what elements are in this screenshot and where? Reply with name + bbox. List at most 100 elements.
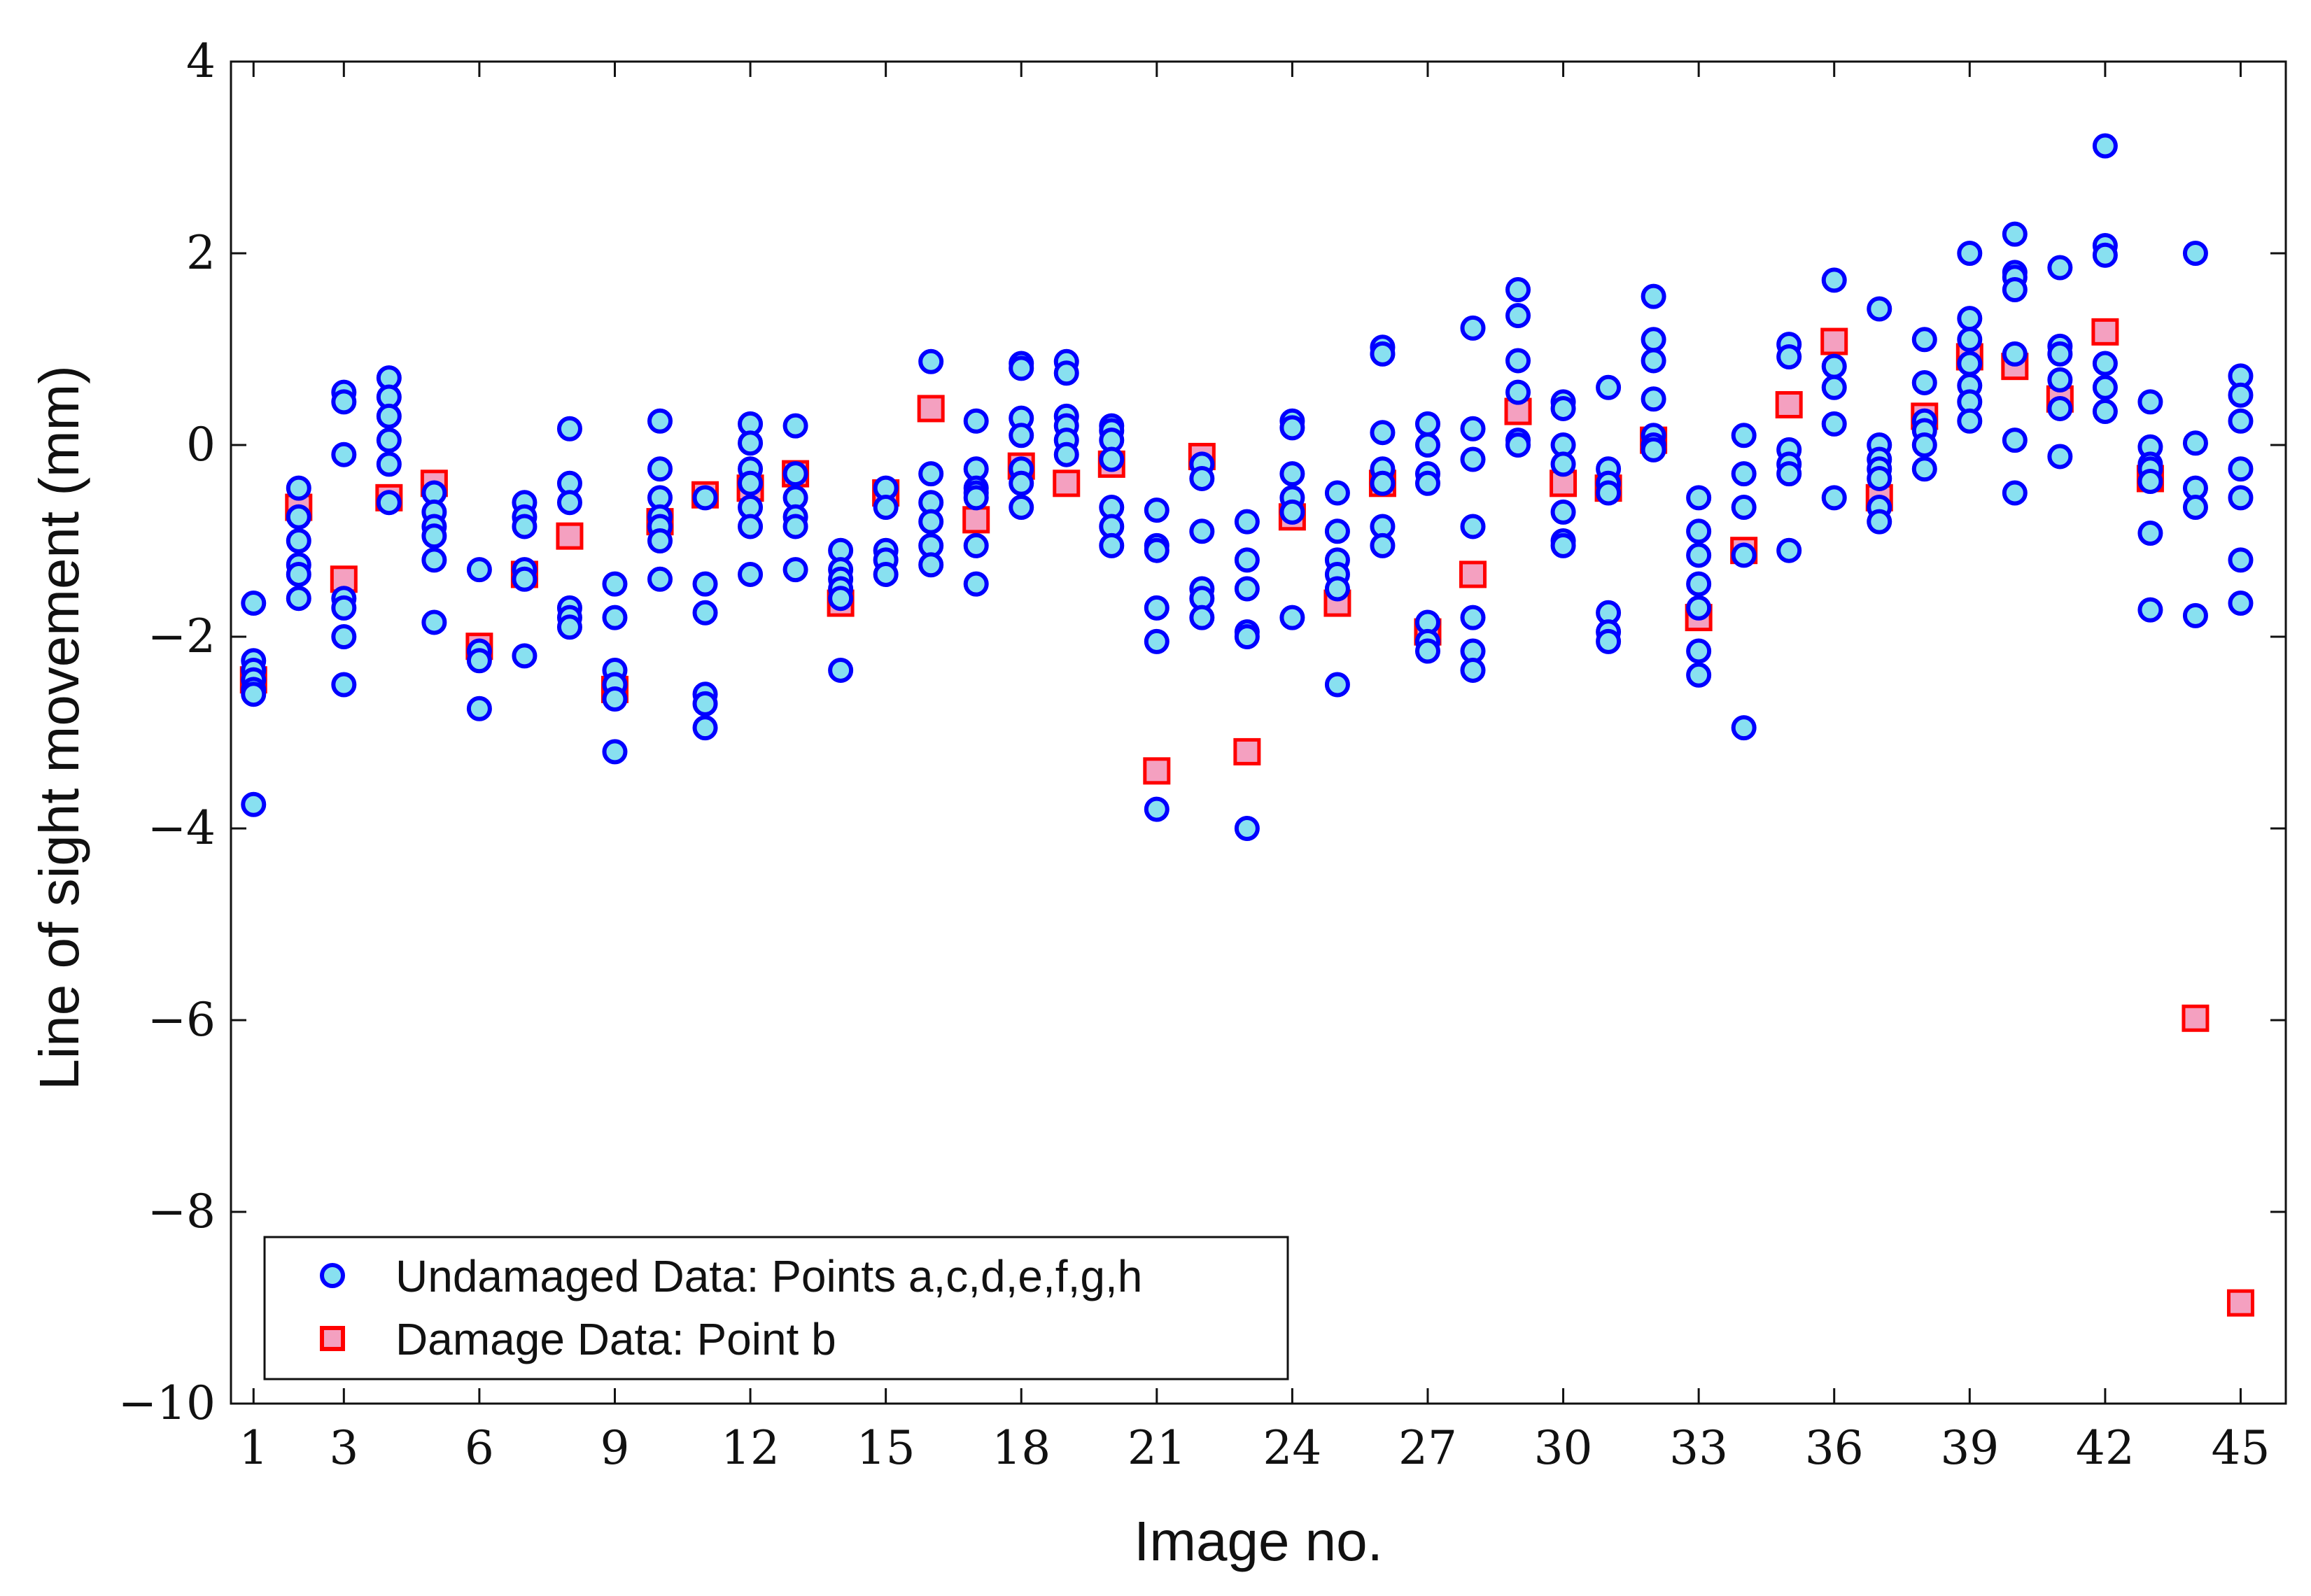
undamaged-point xyxy=(647,528,673,553)
y-tick-label: −8 xyxy=(148,1185,216,1238)
undamaged-point xyxy=(918,348,944,374)
undamaged-point xyxy=(1550,395,1576,421)
x-tick-label: 1 xyxy=(239,1421,268,1475)
undamaged-point xyxy=(963,485,989,511)
x-tick-label: 27 xyxy=(1398,1421,1457,1475)
undamaged-point xyxy=(1234,547,1260,573)
undamaged-point xyxy=(1911,369,1937,395)
undamaged-point xyxy=(873,561,899,587)
x-tick-label: 33 xyxy=(1669,1421,1728,1475)
undamaged-point xyxy=(1099,532,1125,558)
undamaged-point xyxy=(2092,242,2118,268)
undamaged-point xyxy=(738,470,764,496)
undamaged-point xyxy=(2002,428,2028,453)
undamaged-point xyxy=(602,686,628,712)
damage-point xyxy=(1053,469,1081,497)
undamaged-point xyxy=(1550,532,1576,558)
undamaged-point xyxy=(1957,327,1983,353)
damage-point xyxy=(962,506,990,534)
undamaged-point xyxy=(2047,367,2073,393)
undamaged-point xyxy=(1009,355,1034,381)
undamaged-point xyxy=(2228,382,2254,408)
undamaged-point xyxy=(1009,423,1034,449)
x-tick-label: 21 xyxy=(1128,1421,1186,1475)
damage-point xyxy=(2091,318,2119,346)
undamaged-point xyxy=(1099,446,1125,472)
undamaged-point xyxy=(647,456,673,482)
undamaged-point xyxy=(692,691,718,716)
x-tick-label: 12 xyxy=(721,1421,780,1475)
undamaged-point xyxy=(1911,456,1937,482)
y-tick-label: 0 xyxy=(186,418,216,472)
undamaged-point xyxy=(1144,796,1169,822)
undamaged-point xyxy=(1686,638,1712,664)
undamaged-point xyxy=(738,514,764,539)
undamaged-point xyxy=(1911,432,1937,458)
undamaged-point xyxy=(1460,657,1486,683)
undamaged-point xyxy=(2228,547,2254,573)
damage-point xyxy=(2226,1289,2254,1317)
undamaged-point xyxy=(466,695,492,721)
x-tick-label: 30 xyxy=(1534,1421,1593,1475)
undamaged-point xyxy=(1505,348,1531,374)
undamaged-point xyxy=(1460,446,1486,472)
undamaged-point xyxy=(1821,353,1847,379)
y-tick-label: −4 xyxy=(148,801,216,855)
undamaged-point xyxy=(1144,628,1169,654)
undamaged-point xyxy=(782,413,808,439)
undamaged-point xyxy=(738,430,764,456)
undamaged-point xyxy=(963,571,989,597)
undamaged-point xyxy=(1009,495,1034,521)
undamaged-point xyxy=(241,791,267,817)
undamaged-point xyxy=(1641,348,1666,374)
y-tick-label: −10 xyxy=(118,1376,216,1430)
undamaged-point xyxy=(828,657,854,683)
undamaged-point xyxy=(1821,485,1847,511)
undamaged-point xyxy=(2228,408,2254,434)
undamaged-point xyxy=(1731,423,1757,449)
undamaged-point xyxy=(1414,432,1440,458)
undamaged-point xyxy=(602,605,628,630)
undamaged-point xyxy=(286,504,311,530)
undamaged-point xyxy=(647,408,673,434)
undamaged-point xyxy=(692,485,718,511)
undamaged-point xyxy=(2182,495,2208,521)
undamaged-point xyxy=(1776,537,1802,563)
undamaged-point xyxy=(1144,497,1169,523)
undamaged-point xyxy=(512,566,538,592)
damage-point xyxy=(1775,390,1803,418)
undamaged-point xyxy=(1234,509,1260,535)
undamaged-point xyxy=(1686,485,1712,511)
undamaged-point xyxy=(2047,255,2073,281)
undamaged-point xyxy=(1867,465,1892,491)
undamaged-point xyxy=(692,600,718,626)
undamaged-point xyxy=(1279,605,1305,630)
undamaged-point xyxy=(1144,537,1169,563)
undamaged-point xyxy=(963,532,989,558)
x-tick-label: 18 xyxy=(992,1421,1051,1475)
undamaged-point xyxy=(2092,351,2118,376)
legend-label-undamaged: Undamaged Data: Points a,c,d,e,f,g,h xyxy=(395,1251,1142,1301)
undamaged-point xyxy=(2137,597,2163,623)
undamaged-point xyxy=(1867,509,1892,535)
x-tick-label: 3 xyxy=(329,1421,358,1475)
undamaged-point xyxy=(421,523,447,549)
undamaged-point xyxy=(2047,395,2073,421)
undamaged-point xyxy=(692,571,718,597)
undamaged-point xyxy=(1009,470,1034,496)
undamaged-point xyxy=(1505,379,1531,405)
undamaged-point xyxy=(556,416,582,442)
undamaged-point xyxy=(556,490,582,516)
undamaged-point xyxy=(1596,374,1622,400)
undamaged-point xyxy=(1505,432,1531,458)
legend-box xyxy=(263,1236,1289,1380)
undamaged-point xyxy=(1686,595,1712,621)
undamaged-point xyxy=(918,552,944,578)
undamaged-point xyxy=(1370,341,1396,367)
undamaged-point xyxy=(1867,296,1892,322)
undamaged-point xyxy=(556,614,582,640)
undamaged-point xyxy=(1370,532,1396,558)
undamaged-point xyxy=(331,672,357,698)
undamaged-point xyxy=(1279,415,1305,441)
